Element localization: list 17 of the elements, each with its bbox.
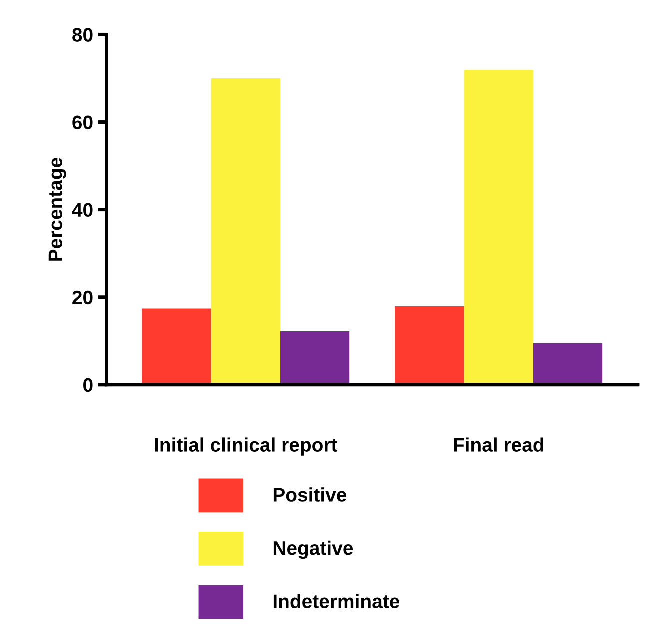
bar xyxy=(280,332,350,385)
y-tick-label: 80 xyxy=(72,28,93,42)
bar xyxy=(211,78,280,385)
bar xyxy=(464,70,534,385)
y-axis-title: Percentage xyxy=(48,158,66,261)
bar xyxy=(142,308,212,385)
y-tick-label: 60 xyxy=(72,116,93,130)
y-tick-label: 20 xyxy=(72,290,93,305)
bar xyxy=(395,306,464,385)
x-tick-label: Final read xyxy=(454,438,544,452)
y-tick-label: 40 xyxy=(72,203,93,218)
legend-label: Negative xyxy=(274,540,354,560)
y-tick-label: 0 xyxy=(84,378,93,392)
bar xyxy=(533,343,603,385)
x-tick-label: Initial clinical report xyxy=(155,438,338,456)
legend-label: Positive xyxy=(274,488,347,502)
legend-label: Indeterminate xyxy=(274,594,400,608)
